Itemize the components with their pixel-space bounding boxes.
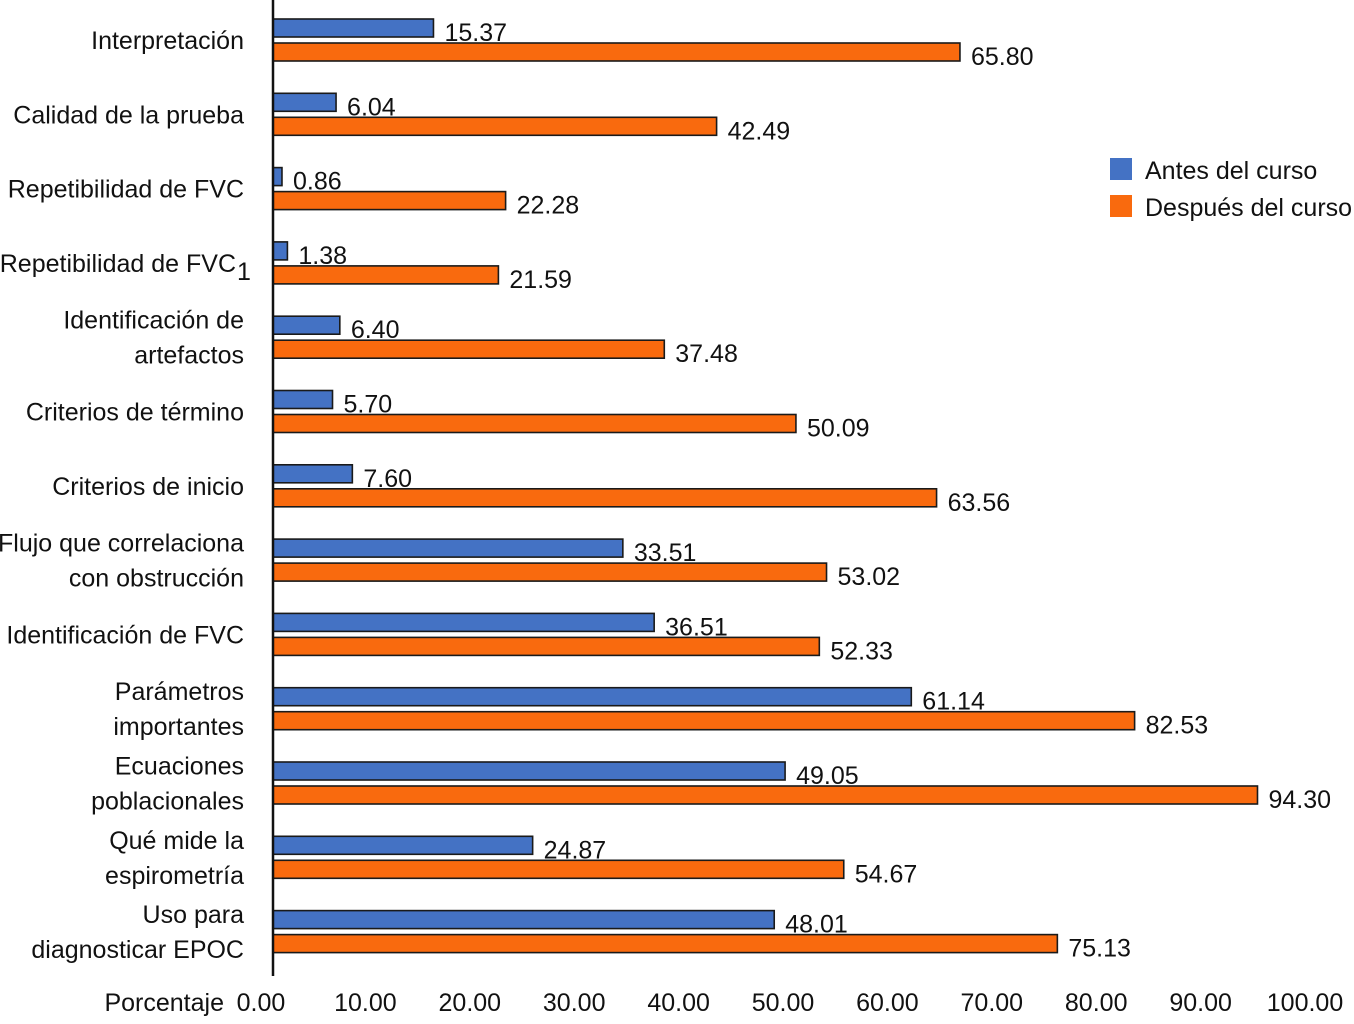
data-label-antes: 49.05 bbox=[796, 762, 859, 790]
bar-despues bbox=[272, 933, 1059, 954]
category-label: Repetibilidad de FVC bbox=[0, 250, 236, 278]
data-label-antes: 1.38 bbox=[298, 242, 347, 270]
category-label: diagnosticar EPOC bbox=[31, 936, 244, 964]
bar-antes bbox=[272, 463, 354, 484]
data-label-antes: 5.70 bbox=[344, 391, 393, 419]
data-label-antes: 6.40 bbox=[351, 316, 400, 344]
data-label-antes: 36.51 bbox=[665, 613, 728, 641]
data-label-despues: 82.53 bbox=[1146, 712, 1209, 740]
category-label: espirometría bbox=[105, 862, 244, 890]
category-label: con obstrucción bbox=[69, 565, 244, 593]
data-label-despues: 53.02 bbox=[838, 563, 901, 591]
bar-antes bbox=[272, 241, 289, 261]
bar-despues bbox=[272, 339, 666, 360]
bar-antes bbox=[272, 315, 341, 336]
legend-label-antes: Antes del curso bbox=[1145, 157, 1317, 185]
data-label-antes: 33.51 bbox=[634, 539, 697, 567]
x-tick-label: 0.00 bbox=[237, 989, 286, 1017]
bar-despues bbox=[272, 116, 718, 137]
category-label: Qué mide la bbox=[109, 827, 244, 855]
data-label-despues: 52.33 bbox=[830, 637, 893, 665]
category-label: importantes bbox=[113, 713, 244, 741]
x-tick-label: 20.00 bbox=[439, 989, 502, 1017]
data-label-antes: 48.01 bbox=[785, 911, 848, 939]
legend-swatch-despues bbox=[1110, 195, 1132, 217]
data-label-antes: 24.87 bbox=[544, 836, 607, 864]
data-label-despues: 63.56 bbox=[948, 489, 1011, 517]
bar-despues bbox=[272, 710, 1136, 731]
data-label-despues: 65.80 bbox=[971, 43, 1034, 71]
x-tick-label: 30.00 bbox=[543, 989, 606, 1017]
data-label-despues: 21.59 bbox=[509, 266, 572, 294]
data-label-antes: 0.86 bbox=[293, 168, 342, 196]
category-label: Uso para bbox=[143, 901, 245, 929]
data-label-antes: 6.04 bbox=[347, 93, 396, 121]
x-tick-label: 50.00 bbox=[752, 989, 815, 1017]
bar-antes bbox=[272, 389, 334, 410]
category-label-subscript: 1 bbox=[237, 258, 251, 286]
bar-despues bbox=[272, 42, 961, 62]
data-label-antes: 15.37 bbox=[444, 19, 507, 47]
data-label-despues: 22.28 bbox=[517, 192, 580, 220]
category-label: Identificación de bbox=[63, 307, 244, 335]
data-label-despues: 75.13 bbox=[1068, 935, 1131, 963]
legend-label-despues: Después del curso bbox=[1145, 194, 1352, 222]
bar-antes bbox=[272, 612, 655, 633]
data-label-despues: 42.49 bbox=[728, 117, 791, 145]
bar-antes bbox=[272, 92, 337, 113]
x-tick-label: 10.00 bbox=[334, 989, 397, 1017]
x-tick-label: 80.00 bbox=[1065, 989, 1128, 1017]
bar-antes bbox=[272, 909, 776, 930]
bars-group bbox=[272, 18, 1259, 954]
category-label: artefactos bbox=[134, 342, 244, 370]
data-label-despues: 37.48 bbox=[675, 340, 738, 368]
category-label: Flujo que correlaciona bbox=[0, 530, 244, 558]
category-label: Criterios de término bbox=[26, 399, 244, 427]
data-label-despues: 94.30 bbox=[1268, 786, 1331, 814]
bar-antes bbox=[272, 761, 786, 781]
x-tick-label: 90.00 bbox=[1169, 989, 1232, 1017]
category-label: Repetibilidad de FVC bbox=[8, 176, 244, 204]
category-label: poblacionales bbox=[91, 788, 244, 816]
bar-antes bbox=[272, 835, 534, 856]
data-label-despues: 54.67 bbox=[855, 860, 918, 888]
bar-antes bbox=[272, 18, 435, 38]
bar-despues bbox=[272, 562, 828, 582]
category-label: Interpretación bbox=[91, 27, 244, 55]
legend-swatch-antes bbox=[1110, 158, 1132, 180]
bar-despues bbox=[272, 636, 821, 657]
bar-antes bbox=[272, 166, 283, 187]
value-labels-group: 15.37 65.80 6.04 42.49 0.86 22.28 1.38 21.59 6.4… bbox=[293, 19, 1331, 963]
data-label-antes: 7.60 bbox=[363, 465, 412, 493]
category-label: Parámetros bbox=[115, 678, 244, 706]
x-tick-label: 40.00 bbox=[647, 989, 710, 1017]
category-label: Calidad de la prueba bbox=[13, 101, 244, 129]
x-tick-label: 100.00 bbox=[1267, 989, 1343, 1017]
x-tick-label: 70.00 bbox=[961, 989, 1024, 1017]
data-label-despues: 50.09 bbox=[807, 415, 870, 443]
bar-antes bbox=[272, 538, 624, 558]
x-tick-labels-group: 0.00 10.00 20.00 30.00 40.00 50.00 60.00 70.00 8… bbox=[237, 989, 1344, 1017]
category-labels-group: Interpretación Calidad de la prueba Repeti… bbox=[0, 27, 251, 964]
x-tick-label: 60.00 bbox=[856, 989, 919, 1017]
bar-antes bbox=[272, 686, 913, 707]
bar-despues bbox=[272, 785, 1259, 805]
legend: Antes del curso Después del curso bbox=[1110, 157, 1352, 222]
data-label-antes: 61.14 bbox=[922, 688, 985, 716]
category-label: Ecuaciones bbox=[115, 753, 244, 781]
category-label: Criterios de inicio bbox=[52, 473, 244, 501]
category-label: Identificación de FVC bbox=[6, 621, 244, 649]
x-axis-title: Porcentaje bbox=[104, 989, 224, 1017]
